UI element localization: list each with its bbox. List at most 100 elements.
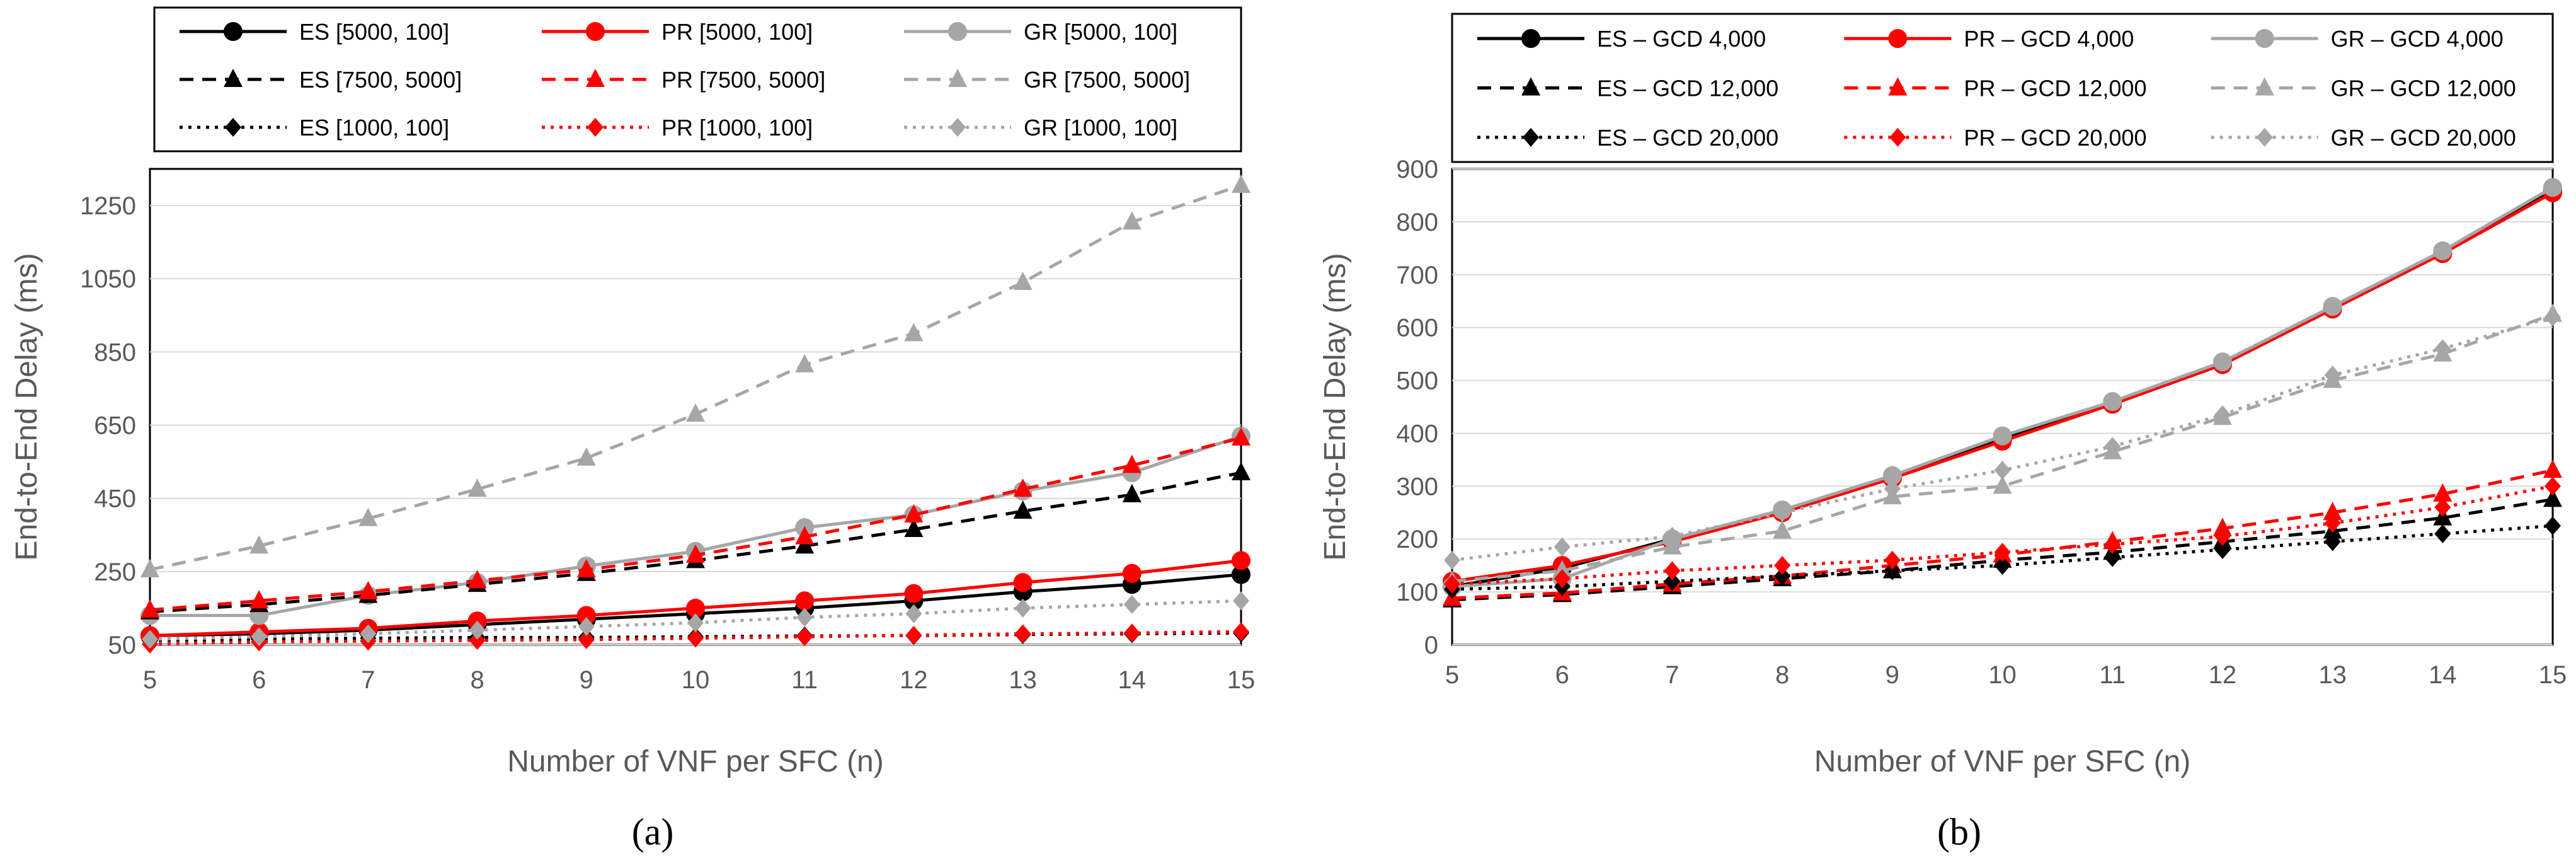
legend-label: PR [1000, 100]	[661, 115, 813, 141]
data-point	[2545, 476, 2561, 496]
data-point	[358, 580, 378, 599]
y-tick-label: 400	[1396, 420, 1438, 447]
data-point	[1014, 598, 1031, 618]
data-point	[2214, 527, 2231, 546]
y-tick-label: 600	[1396, 315, 1438, 342]
legend-item: PR [1000, 100]	[542, 115, 813, 141]
y-tick-label: 1250	[80, 192, 136, 220]
data-point	[2434, 524, 2451, 543]
legend-label: ES [7500, 5000]	[299, 67, 462, 93]
legend-box	[1451, 13, 2554, 163]
y-tick-label: 300	[1396, 473, 1438, 500]
data-point	[2545, 307, 2561, 326]
x-tick-label: 6	[1555, 661, 1569, 689]
data-point	[1994, 556, 2011, 575]
data-point	[2104, 548, 2121, 567]
legend-label: GR – GCD 12,000	[2331, 76, 2516, 101]
legend-label: GR [5000, 100]	[1024, 19, 1177, 45]
data-point	[2214, 405, 2231, 425]
legend-swatch-marker	[587, 118, 604, 137]
y-tick-label: 650	[94, 412, 136, 440]
data-point	[360, 624, 377, 644]
y-tick-label: 500	[1396, 367, 1438, 395]
data-point	[2214, 540, 2231, 559]
data-point	[1554, 537, 1571, 557]
data-point	[1884, 561, 1901, 580]
data-point	[796, 627, 813, 647]
legend-swatch-marker	[948, 22, 967, 41]
legend-item: PR [7500, 5000]	[542, 67, 825, 93]
legend: ES – GCD 4,000 PR – GCD 4,000 GR – GCD 4,0…	[1451, 13, 2554, 163]
data-point	[578, 630, 595, 649]
chart-panel-a: 50 250 450 650 850 1050 1250 5 6 7 8 9 10 11 12 13 14 15 N…	[10, 6, 1255, 853]
x-tick-label: 12	[900, 666, 928, 694]
data-point	[1993, 426, 2012, 446]
x-tick-label: 12	[2209, 661, 2237, 689]
data-point	[2323, 502, 2342, 521]
series-line	[1444, 307, 2561, 570]
data-point	[1013, 500, 1033, 519]
legend-swatch-marker	[2255, 77, 2274, 96]
data-point	[1232, 175, 1251, 193]
data-point	[2104, 534, 2121, 554]
legend-item: PR – GCD 20,000	[1844, 125, 2146, 151]
legend-swatch-marker	[1521, 77, 1540, 96]
series-line	[140, 427, 1251, 618]
legend-box	[153, 6, 1242, 153]
legend-item: ES [5000, 100]	[180, 19, 449, 45]
data-point	[1232, 551, 1251, 570]
legend-label: GR – GCD 20,000	[2331, 125, 2516, 151]
data-point	[1122, 483, 1142, 502]
x-axis-title: Number of VNF per SFC (n)	[1814, 745, 2190, 778]
x-tick-label: 8	[470, 666, 484, 694]
data-point	[1994, 461, 2011, 480]
data-point	[904, 504, 924, 522]
data-point	[469, 631, 486, 650]
y-tick-label: 0	[1424, 632, 1438, 659]
y-axis-title: End-to-End Delay (ms)	[1319, 253, 1352, 560]
legend-item: ES [1000, 100]	[180, 115, 449, 141]
series-path	[1451, 524, 2553, 591]
legend-swatch-marker	[1523, 127, 1539, 147]
data-point	[467, 570, 487, 589]
data-point	[140, 558, 159, 577]
legend-swatch-marker	[1521, 29, 1540, 49]
legend-item: PR – GCD 12,000	[1844, 76, 2146, 101]
y-tick-label: 50	[108, 632, 137, 659]
data-point	[795, 526, 815, 545]
legend-item: GR [5000, 100]	[904, 19, 1177, 45]
x-tick-label: 14	[2429, 661, 2457, 689]
data-point	[1014, 624, 1031, 644]
y-tick-label: 700	[1396, 262, 1438, 289]
legend-item: ES – GCD 20,000	[1477, 125, 1778, 151]
x-tick-label: 11	[2099, 661, 2126, 689]
x-tick-label: 5	[143, 666, 157, 694]
legend-swatch-marker	[948, 69, 967, 87]
data-point	[2324, 532, 2341, 551]
legend-label: GR – GCD 4,000	[2331, 26, 2504, 52]
x-tick-label: 13	[1009, 666, 1037, 694]
y-axis-title: End-to-End Delay (ms)	[10, 253, 43, 560]
y-tick-label: 850	[94, 338, 136, 366]
data-point	[2323, 297, 2342, 316]
series-path	[1451, 313, 2553, 583]
legend-swatch-marker	[1889, 127, 1906, 147]
series-line	[140, 175, 1251, 577]
legend-item: GR [1000, 100]	[904, 115, 1177, 141]
data-point	[905, 604, 922, 623]
legend-label: ES [1000, 100]	[299, 115, 449, 141]
data-point	[249, 590, 269, 609]
data-point	[2434, 497, 2451, 517]
data-point	[142, 630, 158, 649]
data-point	[1664, 527, 1681, 546]
x-tick-label: 8	[1775, 661, 1789, 689]
data-point	[795, 535, 815, 554]
legend-swatch-marker	[2255, 29, 2274, 49]
panel-caption: (b)	[1937, 811, 1981, 853]
data-point	[2433, 241, 2453, 261]
x-tick-label: 7	[361, 666, 375, 694]
data-point	[687, 613, 704, 633]
data-point	[687, 628, 704, 648]
data-point	[1013, 573, 1033, 592]
legend-item: ES – GCD 12,000	[1477, 76, 1778, 101]
